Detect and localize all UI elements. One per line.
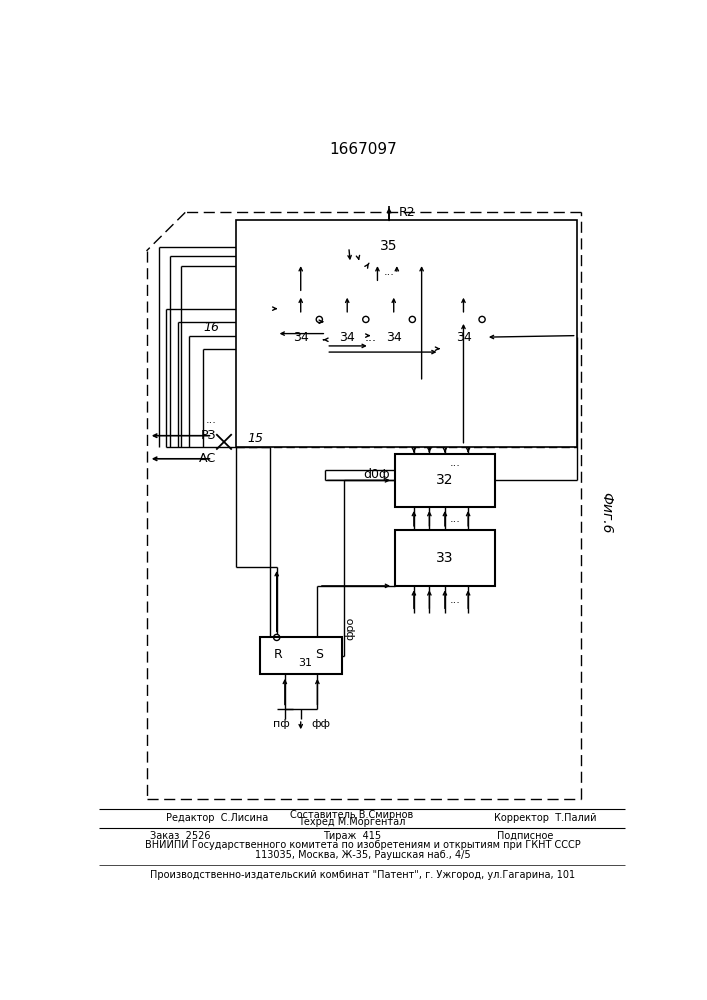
Text: R2: R2 [399, 206, 416, 219]
Text: ...: ... [450, 458, 460, 468]
Text: 32: 32 [436, 473, 454, 487]
Text: 34: 34 [339, 331, 355, 344]
Text: ВНИИПИ Государственного комитета по изобретениям и открытиям при ГКНТ СССР: ВНИИПИ Государственного комитета по изоб… [145, 840, 580, 850]
Bar [441, 319, 486, 355]
Text: S: S [315, 648, 323, 661]
Text: ...: ... [206, 415, 216, 425]
Text: Корректор  Т.Палий: Корректор Т.Палий [494, 813, 597, 823]
Text: Составитель В.Смирнов: Составитель В.Смирнов [291, 810, 414, 820]
Bar [279, 319, 323, 355]
Text: ...: ... [450, 595, 460, 605]
Text: d0ф: d0ф [363, 468, 390, 481]
Text: ...: ... [384, 267, 395, 277]
Text: Редактор  С.Лисина: Редактор С.Лисина [166, 813, 268, 823]
Bar [371, 319, 416, 355]
Text: 15: 15 [247, 432, 263, 445]
Text: ...: ... [450, 514, 460, 524]
Text: 31: 31 [298, 658, 312, 668]
Text: 34: 34 [455, 331, 472, 344]
Text: АС: АС [199, 452, 216, 465]
Bar [395, 530, 495, 586]
Text: фф: фф [312, 719, 331, 729]
Text: R: R [274, 648, 283, 661]
Bar [235, 220, 577, 447]
Text: Заказ  2526: Заказ 2526 [151, 831, 211, 841]
Bar [395, 454, 495, 507]
Text: 33: 33 [436, 551, 454, 565]
Text: пф: пф [273, 719, 289, 729]
Bar [351, 228, 428, 265]
Text: Подписное: Подписное [497, 831, 554, 841]
Text: Фиг.6: Фиг.6 [599, 492, 613, 533]
Text: 34: 34 [386, 331, 402, 344]
Text: РЗ: РЗ [201, 429, 216, 442]
Text: 1667097: 1667097 [329, 142, 397, 157]
Text: ...: ... [365, 331, 376, 344]
Bar [325, 319, 370, 355]
Text: 35: 35 [380, 239, 398, 253]
Text: 34: 34 [293, 331, 308, 344]
Text: Тираж  415: Тираж 415 [323, 831, 381, 841]
Bar [260, 637, 341, 674]
Text: фро: фро [345, 617, 356, 640]
Text: Техред М.Моргентал: Техред М.Моргентал [298, 817, 406, 827]
Text: 16: 16 [203, 321, 219, 334]
Text: Производственно-издательский комбинат "Патент", г. Ужгород, ул.Гагарина, 101: Производственно-издательский комбинат "П… [150, 870, 575, 880]
Text: 113035, Москва, Ж-35, Раушская наб., 4/5: 113035, Москва, Ж-35, Раушская наб., 4/5 [255, 850, 471, 860]
